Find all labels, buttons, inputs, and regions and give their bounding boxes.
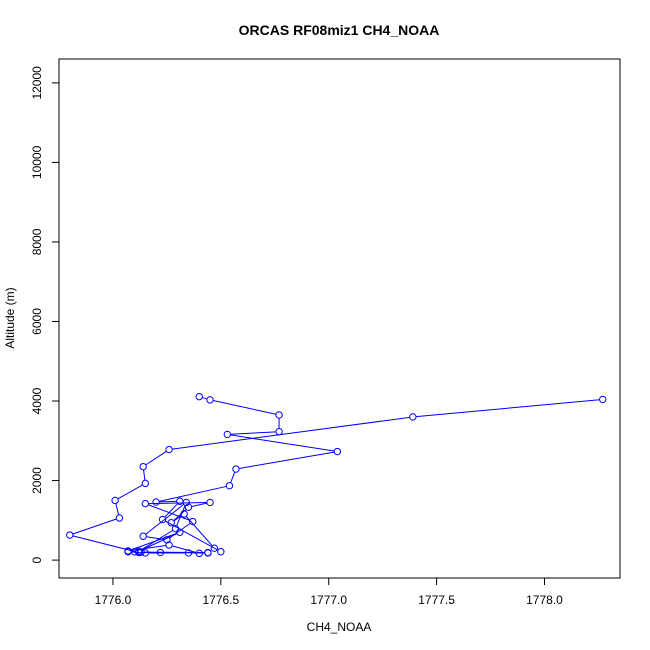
series-line-segment bbox=[213, 400, 277, 415]
data-point bbox=[182, 498, 191, 507]
series-line-segment bbox=[145, 450, 167, 466]
series-line-segment bbox=[171, 545, 197, 553]
y-tick-label: 2000 bbox=[30, 467, 44, 494]
data-point bbox=[409, 413, 417, 421]
data-point bbox=[135, 548, 143, 557]
y-tick-label: 6000 bbox=[30, 308, 44, 335]
y-tick-label: 12000 bbox=[30, 66, 44, 100]
data-point bbox=[275, 427, 283, 436]
data-point bbox=[195, 392, 203, 401]
y-axis: 0 2000 4000 6000 8000 10000 12000 bbox=[30, 66, 60, 563]
data-point bbox=[124, 548, 132, 556]
data-point bbox=[189, 517, 197, 526]
series-line-segment bbox=[164, 503, 178, 518]
data-point bbox=[275, 411, 283, 419]
x-tick-label: 1776.5 bbox=[202, 593, 239, 607]
series-line-segment bbox=[416, 399, 600, 418]
y-tick-label: 10000 bbox=[30, 145, 44, 179]
data-point bbox=[139, 462, 147, 471]
data-point bbox=[167, 519, 175, 527]
series-line-segment bbox=[159, 485, 227, 502]
series-line-segment bbox=[141, 533, 178, 551]
data-point bbox=[156, 548, 165, 557]
y-tick-label: 0 bbox=[30, 556, 44, 563]
y-tick-label: 8000 bbox=[30, 228, 44, 255]
x-tick-label: 1777.5 bbox=[418, 593, 455, 607]
data-point bbox=[232, 465, 240, 473]
series-line-segment bbox=[131, 551, 143, 554]
data-point bbox=[195, 549, 203, 558]
data-point bbox=[152, 498, 160, 506]
series-line-segment bbox=[145, 504, 185, 535]
data-point bbox=[158, 515, 167, 524]
data-point bbox=[206, 498, 214, 507]
series-line-segment bbox=[148, 504, 190, 521]
data-point bbox=[223, 430, 232, 439]
data-point bbox=[210, 544, 219, 552]
data-point bbox=[225, 482, 234, 490]
data-point bbox=[171, 524, 180, 533]
series-line-segment bbox=[159, 500, 177, 503]
data-point bbox=[206, 396, 214, 404]
x-axis: 1776.0 1776.5 1777.0 1777.5 1778.0 bbox=[95, 577, 563, 607]
y-tick-label: 4000 bbox=[30, 387, 44, 414]
series-line-segment bbox=[185, 516, 213, 547]
x-tick-label: 1777.0 bbox=[310, 593, 347, 607]
data-point bbox=[176, 528, 184, 536]
data-point bbox=[66, 531, 74, 539]
series-line-segment bbox=[148, 501, 207, 505]
data-point bbox=[333, 447, 342, 456]
x-tick-label: 1778.0 bbox=[526, 593, 563, 607]
data-point bbox=[184, 549, 193, 557]
series-line-segment bbox=[115, 503, 120, 515]
data-point bbox=[599, 395, 607, 404]
series-line-segment bbox=[143, 469, 146, 481]
data-point bbox=[165, 445, 173, 454]
data-point bbox=[111, 496, 119, 505]
x-axis-label: CH4_NOAA bbox=[307, 620, 372, 634]
y-axis-label: Altitude (m) bbox=[3, 287, 17, 348]
series-line-segment bbox=[230, 431, 276, 435]
plot-frame bbox=[58, 58, 621, 579]
plot-area bbox=[66, 392, 607, 558]
series-line-segment bbox=[117, 484, 143, 500]
x-tick-label: 1776.0 bbox=[95, 593, 132, 607]
data-point bbox=[180, 510, 188, 518]
series-line-segment bbox=[130, 532, 177, 551]
series-line-segment bbox=[230, 434, 335, 452]
series-line-segment bbox=[191, 502, 208, 508]
data-point bbox=[139, 532, 147, 540]
series-line-segment bbox=[72, 518, 117, 535]
data-point bbox=[217, 548, 225, 556]
data-point bbox=[141, 499, 150, 508]
chart-title: ORCAS RF08miz1 CH4_NOAA bbox=[239, 22, 440, 38]
data-point bbox=[204, 549, 212, 557]
data-point bbox=[115, 514, 124, 522]
series-line-segment bbox=[172, 416, 410, 450]
series-line-segment bbox=[230, 471, 236, 483]
data-point bbox=[141, 479, 150, 488]
series-line-segment bbox=[202, 397, 208, 400]
data-point bbox=[184, 503, 193, 511]
series-line-segment bbox=[238, 451, 335, 469]
data-point bbox=[165, 541, 173, 549]
